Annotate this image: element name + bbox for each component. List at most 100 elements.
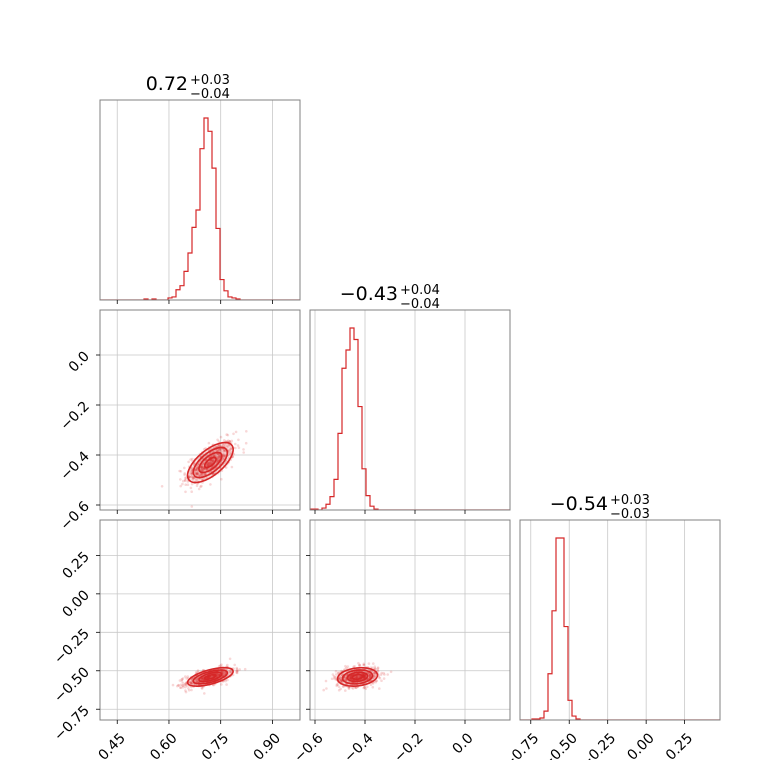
scatter-point <box>195 472 199 476</box>
panel-title-err-minus: −0.04 <box>190 87 230 102</box>
scatter-point <box>363 675 367 678</box>
scatter-point <box>356 675 360 678</box>
scatter-point <box>184 476 187 479</box>
scatter-point <box>223 672 227 676</box>
scatter-point <box>190 679 194 683</box>
x-tick-label: −0.6 <box>291 730 326 760</box>
scatter-point <box>201 677 205 680</box>
scatter-point <box>209 462 213 465</box>
scatter-point <box>195 484 199 488</box>
scatter-point <box>215 460 219 464</box>
scatter-point <box>217 454 221 458</box>
contour-line <box>346 671 369 683</box>
scatter-point <box>355 676 359 679</box>
contour-line <box>336 666 379 687</box>
scatter-point <box>223 671 227 675</box>
scatter-point <box>242 451 245 454</box>
scatter-point <box>226 433 230 437</box>
scatter-point <box>197 487 201 491</box>
scatter-point <box>184 675 187 678</box>
scatter-point <box>204 468 208 471</box>
scatter-point <box>200 678 204 681</box>
panel-frame <box>519 519 721 721</box>
scatter-point <box>340 673 344 677</box>
scatter-point <box>212 453 216 457</box>
scatter-point <box>229 448 232 451</box>
scatter-point <box>189 682 192 685</box>
scatter-point <box>215 461 218 465</box>
scatter-point <box>373 672 376 675</box>
scatter-point <box>181 677 185 680</box>
scatter-point <box>180 678 183 681</box>
scatter-point <box>337 685 341 689</box>
scatter-point <box>355 675 359 679</box>
scatter-point <box>212 454 215 458</box>
scatter-point <box>224 466 228 469</box>
scatter-point <box>208 676 211 679</box>
panel-frame <box>99 519 301 721</box>
scatter-point <box>228 449 231 452</box>
scatter-point <box>223 672 226 675</box>
scatter-point <box>363 675 367 678</box>
scatter-point <box>218 443 222 447</box>
scatter-point <box>349 677 352 680</box>
scatter-point <box>195 472 198 475</box>
scatter-point <box>206 462 209 466</box>
scatter-point <box>362 675 366 679</box>
scatter-point <box>203 692 206 695</box>
scatter-point <box>368 675 371 678</box>
scatter-point <box>194 678 198 681</box>
scatter-point <box>184 689 187 692</box>
scatter-point <box>195 466 199 470</box>
scatter-point <box>184 477 187 480</box>
scatter-point <box>201 462 204 466</box>
scatter-point <box>203 473 207 476</box>
scatter-point <box>200 464 203 468</box>
scatter-point <box>362 686 366 690</box>
scatter-point <box>353 665 356 668</box>
scatter-point <box>189 458 192 461</box>
scatter-point <box>230 439 234 443</box>
scatter-point <box>371 682 375 685</box>
scatter-point <box>339 678 343 682</box>
panel-frame <box>309 519 511 721</box>
histogram-step <box>310 327 510 510</box>
scatter-point <box>220 477 223 481</box>
scatter-point <box>222 454 226 458</box>
scatter-point <box>355 676 359 679</box>
scatter-point <box>347 687 351 690</box>
scatter-point <box>190 681 193 684</box>
scatter-point <box>217 665 221 668</box>
scatter-point <box>181 684 184 687</box>
panel-1-1: −0.43 +0.04−0.04 <box>309 283 511 514</box>
scatter-point <box>194 468 197 472</box>
scatter-point <box>237 446 241 450</box>
scatter-point <box>216 448 219 452</box>
scatter-point <box>380 679 383 682</box>
scatter-point <box>200 466 203 469</box>
scatter-point <box>200 466 203 469</box>
scatter-point <box>188 680 191 684</box>
scatter-point <box>184 483 187 487</box>
scatter-point <box>356 675 359 678</box>
scatter-point <box>363 674 367 677</box>
x-tick-label: 0.25 <box>663 730 696 760</box>
scatter-point <box>194 472 198 476</box>
scatter-point <box>373 667 377 670</box>
scatter-point <box>216 673 219 677</box>
scatter-point <box>226 444 229 448</box>
scatter-point <box>217 454 221 458</box>
scatter-point <box>377 676 381 679</box>
scatter-point <box>177 683 180 687</box>
scatter-point <box>364 687 368 691</box>
scatter-point <box>235 668 239 671</box>
scatter-point <box>189 681 193 685</box>
scatter-point <box>363 674 366 678</box>
scatter-point <box>229 671 232 674</box>
scatter-point <box>348 676 351 679</box>
scatter-point <box>217 456 221 459</box>
scatter-point <box>348 677 352 680</box>
histogram-step <box>520 537 720 720</box>
scatter-point <box>195 471 199 475</box>
scatter-point <box>208 461 212 465</box>
